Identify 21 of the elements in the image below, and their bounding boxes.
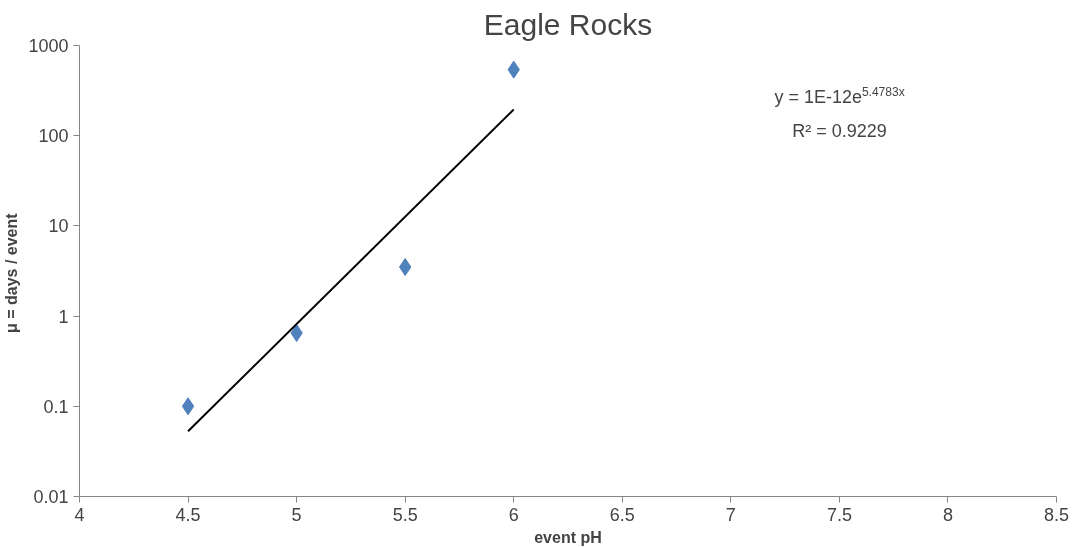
point — [181, 397, 195, 416]
x-tick-label: 7.5 — [826, 504, 852, 525]
y-tick-label: 1000 — [28, 36, 69, 56]
x-tick-label: 4.5 — [175, 504, 201, 525]
y-tick-label: 1 — [58, 306, 69, 327]
x-tick-label: 7 — [725, 504, 736, 525]
chart-title: Eagle Rocks — [483, 7, 653, 41]
y-tick-label: 100 — [38, 126, 69, 147]
y-tick-label: 0.1 — [43, 396, 69, 417]
y-tick-label: 0.01 — [33, 487, 69, 507]
x-tick-label: 8 — [942, 504, 953, 525]
y-tick-label: 10 — [48, 216, 69, 237]
x-tick-label: 4 — [74, 504, 85, 525]
annotation: R² = 0.9229 — [792, 120, 887, 141]
x-tick-label: 6 — [508, 504, 519, 525]
x-tick-label: 6.5 — [609, 504, 635, 525]
x-tick-label: 5.5 — [392, 504, 418, 525]
x-tick-label: 8.5 — [1043, 504, 1070, 525]
x-axis-title: event pH — [534, 528, 602, 546]
x-tick-label: 5 — [291, 504, 302, 525]
y-axis-title: μ = days / event — [3, 212, 21, 334]
